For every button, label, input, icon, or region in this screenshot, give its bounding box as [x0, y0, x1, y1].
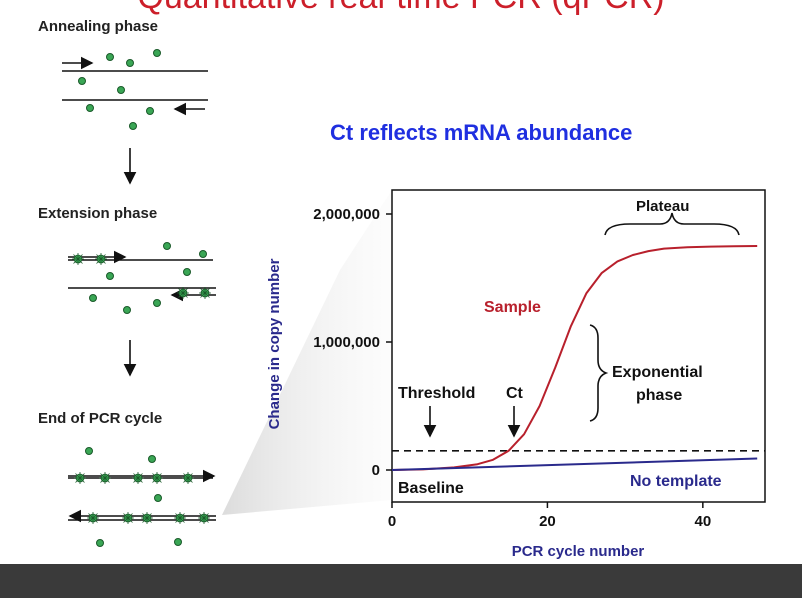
end-of-pcr-cycle-label: End of PCR cycle [38, 410, 163, 427]
bottom-bar [0, 564, 802, 598]
threshold-label: Threshold [398, 385, 475, 402]
x-axis-title: PCR cycle number [512, 543, 645, 560]
extension-phase-label: Extension phase [38, 205, 158, 222]
zoom-fan [222, 190, 392, 515]
y-tick-label: 0 [372, 462, 380, 479]
annealing-diagram [62, 49, 208, 130]
plateau-brace [604, 212, 740, 236]
x-tick-label: 40 [694, 513, 711, 530]
plot-frame [391, 189, 766, 503]
slide-title: Quantitative real-time PCR (qPCR) [0, 0, 802, 17]
exponential-label: Exponential [612, 364, 703, 381]
ct-label: Ct [506, 385, 524, 402]
exponential-brace [589, 324, 609, 422]
plateau-label: Plateau [636, 198, 689, 215]
x-tick-label: 0 [388, 513, 396, 530]
y-tick-label: 2,000,000 [313, 206, 380, 223]
series [391, 245, 758, 471]
sample-curve [391, 245, 758, 471]
no-template-line [391, 457, 758, 471]
baseline-label: Baseline [398, 480, 464, 497]
phase-label: phase [636, 387, 682, 404]
chart-subtitle: Ct reflects mRNA abundance [330, 120, 633, 145]
sample-label: Sample [484, 299, 541, 316]
y-tick-label: 1,000,000 [313, 334, 380, 351]
x-tick-label: 20 [539, 513, 556, 530]
no-template-label: No template [630, 473, 722, 490]
extension-diagram [68, 242, 216, 314]
end-of-cycle-diagram [68, 447, 216, 547]
ticks: 0 1,000,000 2,000,000 0 20 40 [313, 206, 711, 530]
annealing-phase-label: Annealing phase [38, 18, 159, 35]
y-axis-title: Change in copy number [266, 258, 283, 429]
